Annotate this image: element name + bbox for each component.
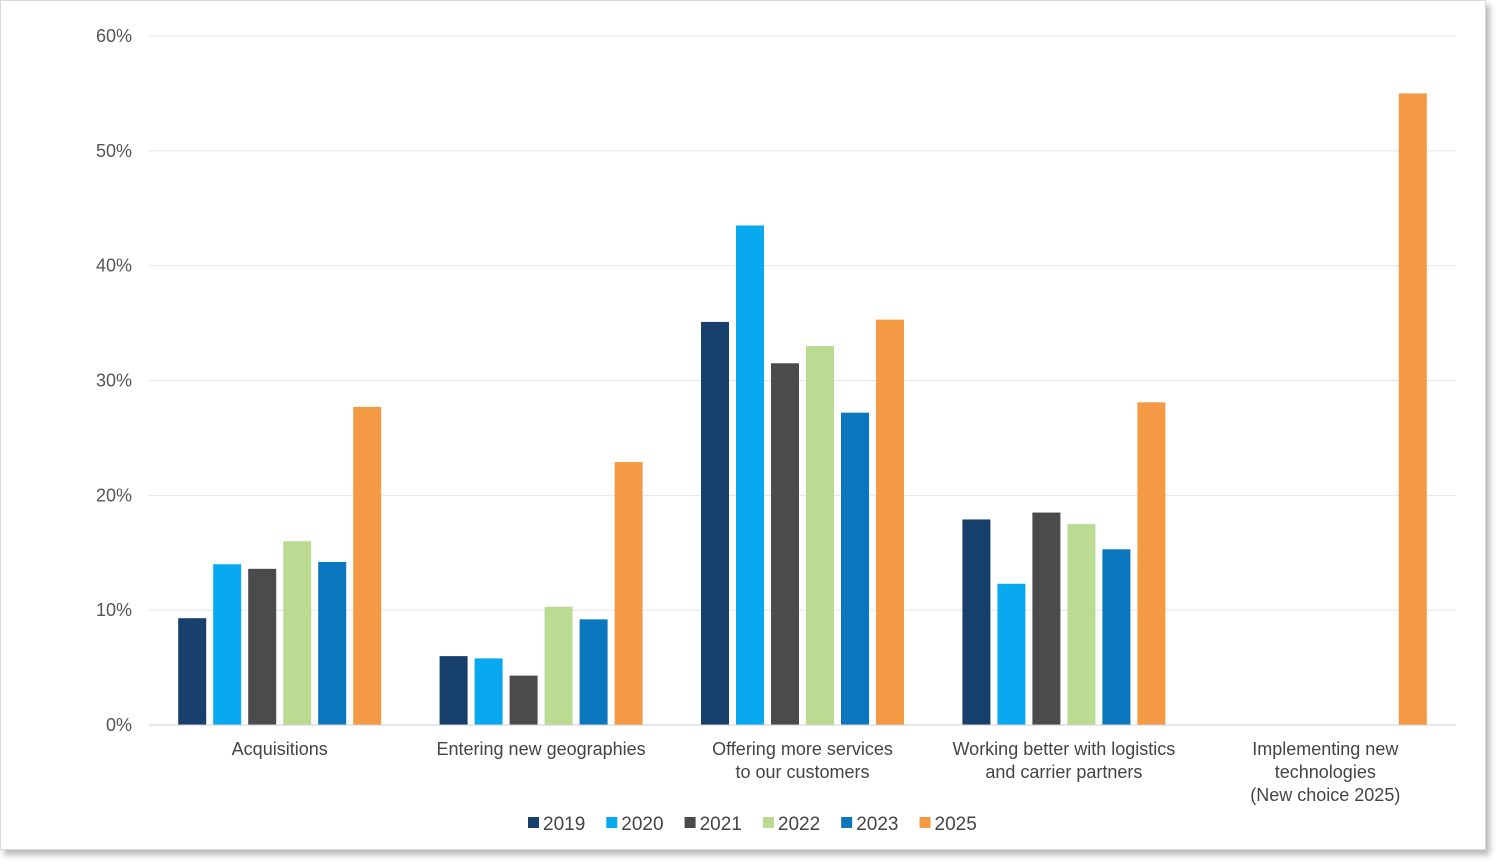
bar-2020-cat-2 — [736, 225, 764, 725]
bar-2019-cat-3 — [962, 519, 991, 725]
bar-2023-cat-2 — [841, 412, 869, 725]
bar-2025-cat-3 — [1137, 402, 1166, 725]
y-tick-label: 60% — [96, 26, 132, 46]
bar-2025-cat-2 — [876, 319, 904, 725]
bar-2025-cat-4 — [1398, 93, 1427, 725]
bar-2022-cat-1 — [544, 606, 573, 725]
bar-2020-cat-3 — [997, 583, 1026, 725]
bar-2021-cat-1 — [509, 675, 538, 725]
category-labels: Acquisitions Entering new geographies Offe… — [232, 739, 1401, 805]
legend-label-2025: 2025 — [935, 814, 977, 835]
bars — [178, 93, 1427, 725]
bar-chart: 0% 10% 20% 30% 40% 50% 60% Acquisitions Enterin… — [96, 26, 1456, 835]
y-tick-label: 40% — [96, 256, 132, 276]
category-label: (New choice 2025) — [1250, 785, 1400, 805]
category-label: Implementing new — [1252, 739, 1399, 759]
legend-swatch-2023 — [841, 817, 853, 828]
legend-label-2020: 2020 — [621, 814, 663, 835]
bar-2019-cat-2 — [701, 321, 729, 725]
y-axis-ticks: 0% 10% 20% 30% 40% 50% 60% — [96, 26, 132, 735]
legend-swatch-2021 — [684, 817, 696, 828]
legend-label-2021: 2021 — [700, 814, 742, 835]
legend-swatch-2019 — [528, 817, 539, 828]
bar-2021-cat-3 — [1032, 512, 1061, 725]
bar-2022-cat-3 — [1067, 524, 1096, 725]
bar-2022-cat-2 — [806, 346, 834, 725]
legend-swatch-2020 — [606, 817, 618, 828]
bar-2020-cat-0 — [213, 564, 242, 725]
bar-2023-cat-0 — [318, 561, 347, 725]
gridlines — [149, 35, 1456, 611]
category-label: Offering more services — [712, 739, 893, 759]
y-tick-label: 10% — [96, 600, 132, 620]
bar-2020-cat-1 — [474, 658, 503, 725]
category-label: and carrier partners — [985, 762, 1142, 782]
category-label: Entering new geographies — [437, 739, 646, 759]
legend: 2019 2020 2021 2022 2023 2025 — [528, 814, 977, 835]
bar-2022-cat-0 — [283, 541, 312, 725]
bar-2023-cat-1 — [579, 619, 608, 725]
bar-2021-cat-2 — [771, 363, 799, 725]
bar-2025-cat-0 — [353, 406, 382, 725]
bar-2019-cat-0 — [178, 618, 207, 725]
legend-label-2022: 2022 — [778, 814, 820, 835]
y-tick-label: 0% — [106, 715, 132, 735]
y-tick-label: 50% — [96, 141, 132, 161]
bar-2019-cat-1 — [439, 656, 468, 725]
y-tick-label: 20% — [96, 485, 132, 505]
bar-2023-cat-3 — [1102, 549, 1131, 725]
legend-swatch-2025 — [919, 817, 931, 828]
bar-2021-cat-0 — [248, 568, 277, 725]
chart-frame: 0% 10% 20% 30% 40% 50% 60% Acquisitions Enterin… — [0, 0, 1486, 850]
bar-2025-cat-1 — [614, 462, 643, 725]
category-label: technologies — [1275, 762, 1376, 782]
legend-swatch-2022 — [762, 817, 774, 828]
legend-label-2019: 2019 — [543, 814, 585, 835]
category-label: to our customers — [735, 762, 869, 782]
legend-label-2023: 2023 — [856, 814, 898, 835]
y-tick-label: 30% — [96, 371, 132, 391]
category-label: Acquisitions — [232, 739, 328, 759]
category-label: Working better with logistics — [953, 739, 1176, 759]
